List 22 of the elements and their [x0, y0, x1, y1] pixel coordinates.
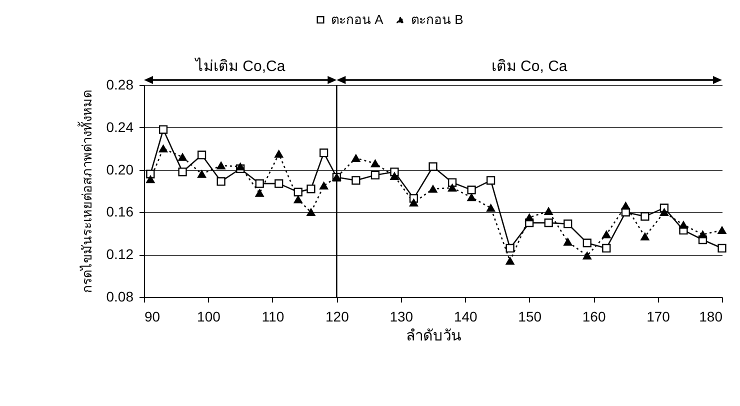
x-tick-label: 150 [518, 308, 542, 324]
y-tick-label: 0.12 [106, 246, 134, 262]
legend-label: ตะกอน A [331, 12, 384, 27]
x-tick-label: 140 [454, 308, 478, 324]
text: เติม Co, Ca [491, 58, 568, 75]
y-tick-label: 0.24 [106, 118, 134, 135]
x-tick-label: 160 [582, 308, 606, 324]
x-tick-label: 100 [197, 308, 221, 324]
x-axis-title: ลำดับวัน [406, 328, 461, 344]
x-tick-label: 130 [390, 308, 414, 324]
legend-label: ตะกอน B [411, 12, 464, 27]
y-axis-title: กรดไขมันระเหยต่อสภาพด่างทั้งหมด [77, 90, 94, 293]
y-tick-label: 0.08 [106, 288, 134, 304]
x-tick-label: 170 [646, 308, 670, 324]
x-tick-label: 110 [262, 308, 284, 324]
x-tick-label: 180 [699, 308, 723, 324]
y-tick-label: 0.20 [106, 161, 134, 178]
y-tick-label: 0.16 [106, 204, 134, 220]
y-tick-label: 0.28 [106, 76, 134, 92]
x-tick-label: 120 [325, 308, 350, 324]
x-tick-label: 90 [144, 308, 160, 324]
text: ไม่เติม Co,Ca [194, 57, 286, 75]
